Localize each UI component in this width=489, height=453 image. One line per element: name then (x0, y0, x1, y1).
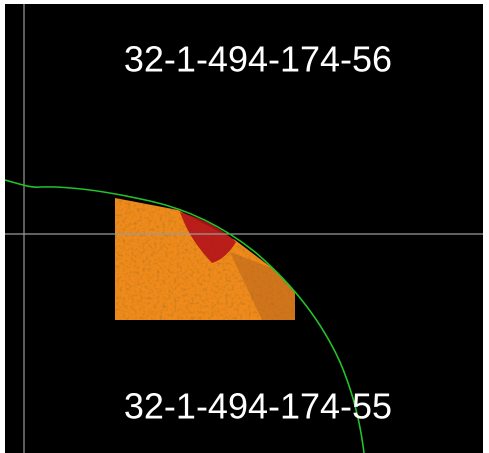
tile-label: 32-1-494-174-56 (124, 39, 392, 80)
map-view: 32-1-494-174-56 32-1-494-174-55 (0, 0, 489, 453)
tile-label: 32-1-494-174-55 (124, 386, 392, 427)
